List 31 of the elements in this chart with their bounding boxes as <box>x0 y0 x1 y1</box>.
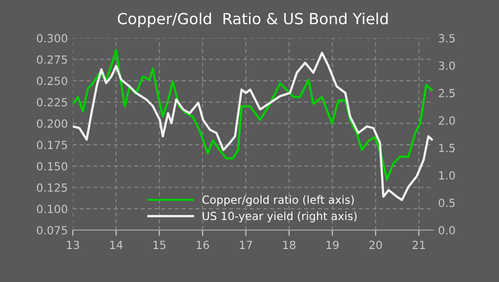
y2-tick-label: 0.0 <box>438 226 455 234</box>
y2-tick-label: 2.5 <box>438 88 455 98</box>
y2-tick-label: 0.5 <box>438 198 455 208</box>
x-tick-label: 16 <box>196 240 209 250</box>
y-tick-label: 0.100 <box>36 204 68 214</box>
y-tick-label: 0.075 <box>36 226 68 234</box>
x-tick-label: 14 <box>110 240 123 249</box>
x-tick-label: 20 <box>369 240 382 250</box>
y2-tick-label: 3.5 <box>438 34 455 42</box>
y-tick-label: 0.225 <box>36 98 68 106</box>
y-tick-label: 0.200 <box>36 119 68 128</box>
legend-label: Copper/gold ratio (left axis) <box>202 195 354 206</box>
x-tick-label: 13 <box>67 240 80 250</box>
y-tick-label: 0.300 <box>36 34 68 42</box>
x-tick-label: 17 <box>240 240 252 249</box>
line-series <box>72 48 433 181</box>
y-tick-label: 0.275 <box>36 55 68 64</box>
x-tick-label: 18 <box>283 240 296 250</box>
y-tick-label: 0.250 <box>36 76 68 86</box>
x-tick-label: 15 <box>154 240 166 250</box>
y2-tick-label: 2.0 <box>438 116 455 125</box>
x-tick-label: 21 <box>412 240 425 249</box>
y-tick-label: 0.125 <box>36 183 68 192</box>
y-tick-label: 0.175 <box>36 140 68 150</box>
x-tick-label: 19 <box>326 240 339 250</box>
y-tick-label: 0.150 <box>36 162 68 170</box>
y2-tick-label: 1.5 <box>439 144 455 152</box>
legend-label: US 10-year yield (right axis) <box>202 212 357 222</box>
y2-tick-label: 1.0 <box>439 171 455 180</box>
y2-tick-label: 3.0 <box>438 61 455 70</box>
chart-title: Copper/Gold Ratio & US Bond Yield <box>118 12 388 28</box>
